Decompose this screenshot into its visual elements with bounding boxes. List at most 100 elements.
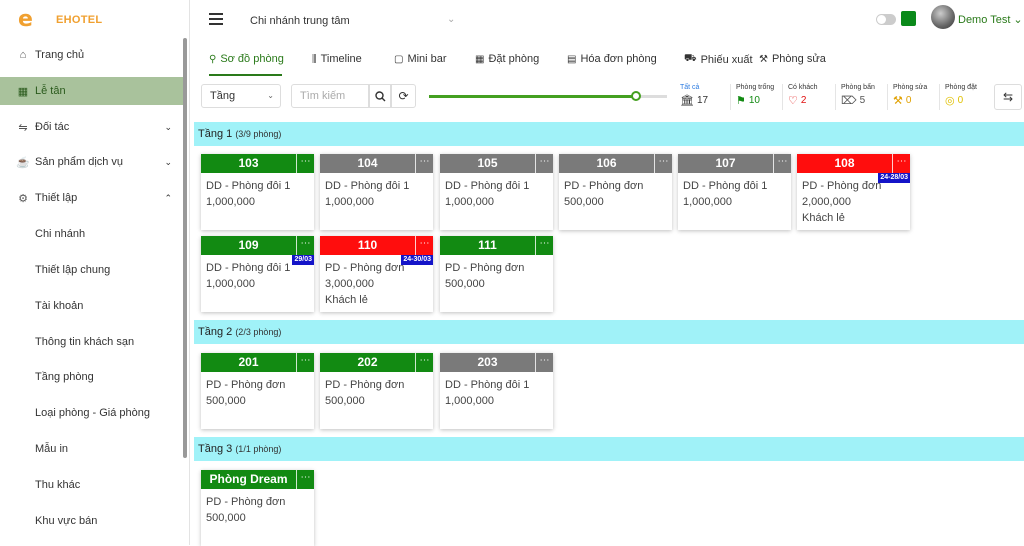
chevron-down-icon[interactable]: ⌄ xyxy=(447,14,456,25)
sidebar-item-label: Đối tác xyxy=(35,121,70,133)
zoom-slider[interactable] xyxy=(429,91,667,101)
more-options-icon[interactable]: ⋯ xyxy=(535,236,553,255)
swap-view-button[interactable]: ⇆ xyxy=(994,84,1022,110)
more-options-icon[interactable]: ⋯ xyxy=(296,236,314,255)
room-card[interactable]: 106 ⋯ PD - Phòng đơn 500,000 xyxy=(559,154,672,230)
more-options-icon[interactable]: ⋯ xyxy=(296,353,314,372)
status-indicator[interactable] xyxy=(901,11,916,26)
stat-2[interactable]: Có khách ♡ 2 xyxy=(788,84,818,107)
menu-toggle-icon[interactable] xyxy=(209,13,223,25)
room-card[interactable]: 110 ⋯ 24-30/03 PD - Phòng đơn 3,000,000 Khách… xyxy=(320,236,433,312)
slider-fill xyxy=(429,95,637,98)
room-name: 202 xyxy=(357,355,378,369)
room-type: DD - Phòng đôi 1 xyxy=(325,180,410,192)
sidebar-item-2[interactable]: ⇋ Đối tác ⌄ xyxy=(0,113,186,141)
stat-0[interactable]: Tất cả 🏛 17 xyxy=(680,84,708,107)
submenu-item-7[interactable]: Thu khác xyxy=(35,479,81,491)
grid-icon: ▦ xyxy=(17,85,29,98)
room-header[interactable]: 106 ⋯ xyxy=(559,154,672,173)
room-header[interactable]: Phòng Dream ⋯ xyxy=(201,470,314,489)
more-options-icon[interactable]: ⋯ xyxy=(296,470,314,489)
room-header[interactable]: 111 ⋯ xyxy=(440,236,553,255)
floor-count: (2/3 phòng) xyxy=(235,327,282,337)
stat-3[interactable]: Phòng bẩn ⌦ 5 xyxy=(841,84,875,107)
tab-0[interactable]: ⚲ Sơ đồ phòng xyxy=(209,53,284,65)
stat-5[interactable]: Phòng đặt ◎ 0 xyxy=(945,84,977,107)
submenu-item-6[interactable]: Mẫu in xyxy=(35,443,69,455)
submenu-item-2[interactable]: Tài khoản xyxy=(35,300,84,312)
floor-select[interactable]: Tầng ⌄ xyxy=(201,84,281,108)
room-card[interactable]: 105 ⋯ DD - Phòng đôi 1 1,000,000 xyxy=(440,154,553,230)
sidebar-item-3[interactable]: ☕ Sản phẩm dịch vụ ⌄ xyxy=(0,148,186,176)
room-header[interactable]: 107 ⋯ xyxy=(678,154,791,173)
more-options-icon[interactable]: ⋯ xyxy=(415,236,433,255)
more-options-icon[interactable]: ⋯ xyxy=(415,154,433,173)
brand-logo[interactable]: e EHOTEL xyxy=(18,9,102,31)
stat-value: 17 xyxy=(696,95,709,106)
search-button[interactable] xyxy=(369,84,391,108)
room-type: PD - Phòng đơn xyxy=(802,180,882,192)
room-header[interactable]: 103 ⋯ xyxy=(201,154,314,173)
tab-4[interactable]: ▤ Hóa đơn phòng xyxy=(567,53,657,65)
room-header[interactable]: 108 ⋯ xyxy=(797,154,910,173)
avatar[interactable] xyxy=(931,5,955,29)
floor-header[interactable]: Tầng 1 (3/9 phòng) xyxy=(194,122,1024,146)
stat-value: 2 xyxy=(800,95,807,106)
room-card[interactable]: 202 ⋯ PD - Phòng đơn 500,000 xyxy=(320,353,433,429)
tab-label: Timeline xyxy=(320,53,362,65)
room-card[interactable]: 201 ⋯ PD - Phòng đơn 500,000 xyxy=(201,353,314,429)
floor-header[interactable]: Tầng 3 (1/1 phòng) xyxy=(194,437,1024,461)
user-menu[interactable]: Demo Test ⌄ xyxy=(958,14,1023,26)
room-header[interactable]: 203 ⋯ xyxy=(440,353,553,372)
room-card[interactable]: 203 ⋯ DD - Phòng đôi 1 1,000,000 xyxy=(440,353,553,429)
room-card[interactable]: 109 ⋯ 29/03 DD - Phòng đôi 1 1,000,000 xyxy=(201,236,314,312)
tab-3[interactable]: ▦ Đặt phòng xyxy=(475,53,539,65)
submenu-item-0[interactable]: Chi nhánh xyxy=(35,228,86,240)
submenu-item-8[interactable]: Khu vực bán xyxy=(35,515,98,527)
stat-4[interactable]: Phòng sửa ⚒ 0 xyxy=(893,84,927,107)
room-card[interactable]: 104 ⋯ DD - Phòng đôi 1 1,000,000 xyxy=(320,154,433,230)
room-card[interactable]: 107 ⋯ DD - Phòng đôi 1 1,000,000 xyxy=(678,154,791,230)
sidebar-scrollbar[interactable] xyxy=(183,38,187,458)
tab-5[interactable]: ⛟ Phiếu xuất xyxy=(684,53,753,66)
room-header[interactable]: 109 ⋯ xyxy=(201,236,314,255)
slider-handle[interactable] xyxy=(631,91,642,101)
sidebar-item-4[interactable]: ⚙ Thiết lập ⌃ xyxy=(0,184,186,212)
invoice-icon: ▤ xyxy=(567,53,577,65)
theme-toggle[interactable] xyxy=(876,14,896,25)
more-options-icon[interactable]: ⋯ xyxy=(296,154,314,173)
search-input[interactable]: Tìm kiếm xyxy=(291,84,369,108)
room-header[interactable]: 104 ⋯ xyxy=(320,154,433,173)
room-header[interactable]: 201 ⋯ xyxy=(201,353,314,372)
room-card[interactable]: 103 ⋯ DD - Phòng đôi 1 1,000,000 xyxy=(201,154,314,230)
stat-icon: ◎ xyxy=(945,95,955,107)
more-options-icon[interactable]: ⋯ xyxy=(773,154,791,173)
floor-header[interactable]: Tầng 2 (2/3 phòng) xyxy=(194,320,1024,344)
room-header[interactable]: 105 ⋯ xyxy=(440,154,553,173)
room-header[interactable]: 110 ⋯ xyxy=(320,236,433,255)
more-options-icon[interactable]: ⋯ xyxy=(415,353,433,372)
more-options-icon[interactable]: ⋯ xyxy=(654,154,672,173)
more-options-icon[interactable]: ⋯ xyxy=(892,154,910,173)
submenu-item-5[interactable]: Loại phòng - Giá phòng xyxy=(35,407,150,419)
room-card[interactable]: 108 ⋯ 24-28/03 PD - Phòng đơn 2,000,000 Khách… xyxy=(797,154,910,230)
tab-1[interactable]: ⫼ Timeline xyxy=(312,53,362,65)
room-price: 1,000,000 xyxy=(683,196,732,208)
branch-select[interactable]: Chi nhánh trung tâm xyxy=(250,15,350,27)
tab-2[interactable]: ▢ Mini bar xyxy=(394,53,447,65)
stat-1[interactable]: Phòng trống ⚑ 10 xyxy=(736,84,774,107)
submenu-item-1[interactable]: Thiết lập chung xyxy=(35,264,111,276)
more-options-icon[interactable]: ⋯ xyxy=(535,154,553,173)
room-card[interactable]: 111 ⋯ PD - Phòng đơn 500,000 xyxy=(440,236,553,312)
stat-icon: 🏛 xyxy=(680,95,694,107)
room-card[interactable]: Phòng Dream ⋯ PD - Phòng đơn 500,000 xyxy=(201,470,314,546)
refresh-button[interactable]: ⟳ xyxy=(391,84,416,108)
submenu-item-3[interactable]: Thông tin khách sạn xyxy=(35,336,135,348)
refresh-icon: ⟳ xyxy=(398,89,409,103)
submenu-item-4[interactable]: Tầng phòng xyxy=(35,371,94,383)
room-header[interactable]: 202 ⋯ xyxy=(320,353,433,372)
more-options-icon[interactable]: ⋯ xyxy=(535,353,553,372)
tab-6[interactable]: ⚒ Phòng sửa xyxy=(759,53,826,65)
sidebar-item-0[interactable]: ⌂ Trang chủ xyxy=(0,41,186,69)
sidebar-item-1[interactable]: ▦ Lễ tân xyxy=(0,77,186,105)
